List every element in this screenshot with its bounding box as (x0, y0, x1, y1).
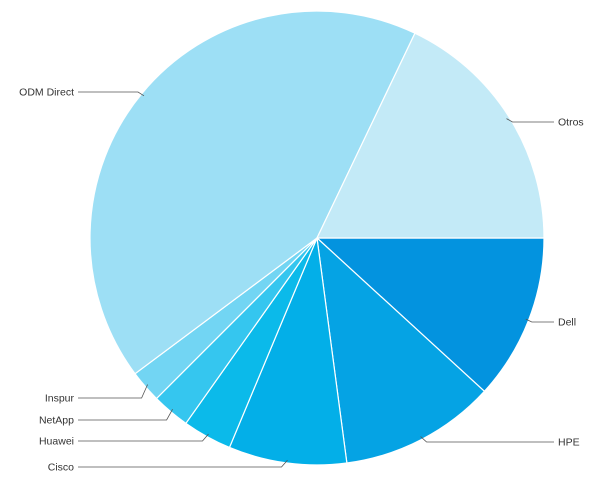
slice-label-netapp: NetApp (39, 415, 74, 427)
leader-line-inspur (78, 384, 148, 399)
slice-label-cisco: Cisco (48, 462, 74, 474)
leader-line-hpe (420, 436, 554, 443)
slice-label-dell: Dell (558, 317, 576, 329)
leader-line-odm-direct (78, 91, 145, 97)
pie-slice-cisco (228, 235, 348, 466)
leader-line-otros (506, 118, 554, 123)
leader-lines (78, 91, 554, 468)
pie-slice-otros (316, 32, 545, 239)
slice-label-odm-direct: ODM Direct (19, 87, 74, 99)
pie-slices (89, 10, 545, 466)
slice-label-inspur: Inspur (45, 393, 75, 405)
leader-line-cisco (78, 459, 288, 468)
pie-slice-hpe (316, 236, 486, 464)
leader-line-dell (525, 318, 554, 323)
leader-line-netapp (78, 409, 173, 421)
slice-label-huawei: Huawei (39, 436, 74, 448)
slice-label-otros: Otros (558, 117, 584, 129)
slice-labels: Dell HPE Cisco Huawei NetApp Inspur ODM Direct… (19, 87, 584, 474)
slice-label-hpe: HPE (558, 437, 580, 449)
leader-line-huawei (78, 433, 209, 442)
